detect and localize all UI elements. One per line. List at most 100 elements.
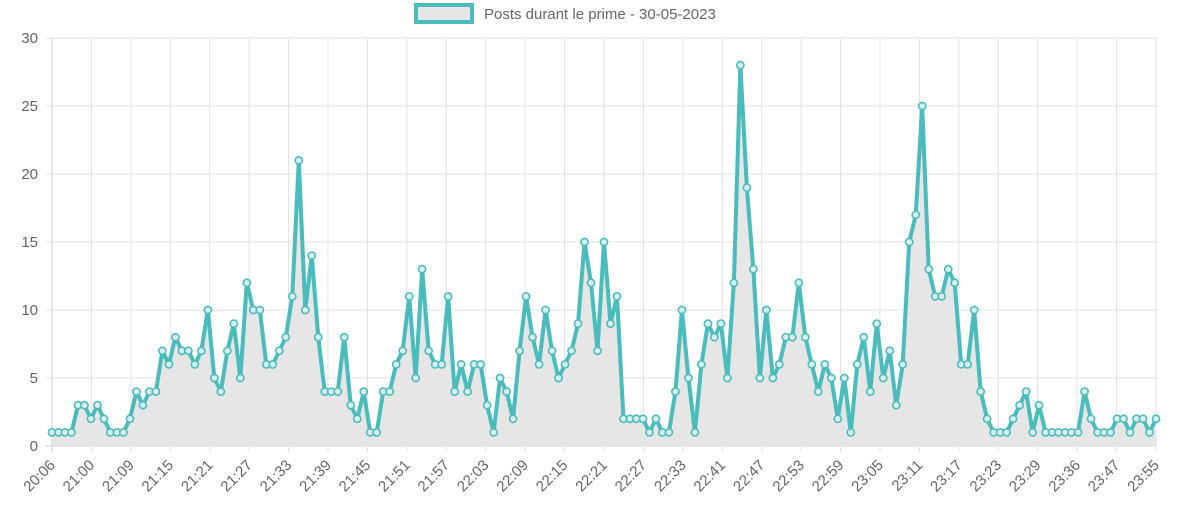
data-point[interactable] [963, 359, 973, 369]
data-point[interactable] [703, 319, 713, 328]
data-point[interactable] [898, 359, 908, 369]
data-point[interactable] [203, 305, 213, 315]
data-point[interactable] [859, 332, 869, 342]
data-point[interactable] [710, 332, 719, 342]
data-point[interactable] [878, 373, 888, 383]
data-point[interactable] [450, 387, 460, 396]
data-point[interactable] [151, 387, 161, 396]
data-point[interactable] [281, 332, 291, 342]
data-point[interactable] [969, 305, 979, 315]
data-point[interactable] [404, 291, 414, 301]
data-point[interactable] [872, 319, 882, 328]
data-point[interactable] [521, 291, 531, 301]
data-point[interactable] [722, 373, 732, 383]
data-point[interactable] [1138, 414, 1148, 424]
data-point[interactable] [456, 359, 466, 369]
data-point[interactable] [768, 373, 778, 383]
data-point[interactable] [638, 414, 648, 424]
data-point[interactable] [586, 278, 596, 288]
data-point[interactable] [190, 359, 200, 369]
data-point[interactable] [904, 237, 914, 247]
data-point[interactable] [222, 346, 232, 356]
data-point[interactable] [612, 291, 622, 301]
data-point[interactable] [132, 387, 141, 396]
data-point[interactable] [761, 305, 771, 315]
data-point[interactable] [489, 427, 498, 437]
data-point[interactable] [593, 346, 602, 356]
data-point[interactable] [567, 346, 576, 356]
legend[interactable]: Posts durant le prime - 30-05-2023 [414, 3, 716, 24]
data-point[interactable] [1080, 387, 1089, 396]
data-point[interactable] [826, 373, 836, 383]
data-point[interactable] [437, 359, 447, 369]
data-point[interactable] [339, 332, 349, 342]
data-point[interactable] [950, 278, 960, 288]
data-point[interactable] [80, 400, 89, 410]
data-point[interactable] [917, 101, 927, 111]
data-point[interactable] [268, 359, 278, 369]
data-point[interactable] [580, 237, 589, 247]
data-point[interactable] [976, 387, 986, 396]
data-point[interactable] [554, 373, 563, 383]
data-point[interactable] [937, 291, 947, 301]
data-point[interactable] [671, 387, 680, 396]
data-point[interactable] [943, 264, 953, 274]
data-point[interactable] [443, 291, 453, 301]
data-point[interactable] [1145, 427, 1154, 437]
data-point[interactable] [119, 427, 128, 437]
data-point[interactable] [242, 278, 252, 288]
data-point[interactable] [1086, 414, 1096, 424]
data-point[interactable] [677, 305, 687, 315]
data-point[interactable] [547, 346, 557, 356]
data-point[interactable] [735, 60, 745, 70]
data-point[interactable] [164, 359, 174, 369]
data-point[interactable] [534, 359, 544, 369]
data-point[interactable] [813, 387, 823, 396]
data-point[interactable] [372, 427, 382, 437]
data-point[interactable] [1119, 414, 1128, 424]
data-point[interactable] [157, 346, 167, 356]
data-point[interactable] [307, 251, 317, 260]
data-point[interactable] [645, 427, 654, 437]
legend-label[interactable]: Posts durant le prime - 30-05-2023 [484, 6, 716, 23]
data-point[interactable] [885, 346, 895, 356]
data-point[interactable] [664, 427, 674, 437]
data-point[interactable] [255, 305, 265, 315]
data-point[interactable] [982, 414, 992, 424]
data-point[interactable] [313, 332, 323, 342]
data-point[interactable] [794, 278, 804, 288]
data-point[interactable] [1015, 400, 1025, 410]
data-point[interactable] [385, 387, 395, 396]
data-point[interactable] [599, 237, 609, 247]
data-point[interactable] [300, 305, 310, 315]
data-point[interactable] [891, 400, 901, 410]
data-point[interactable] [424, 346, 434, 356]
data-point[interactable] [229, 319, 239, 328]
data-point[interactable] [398, 346, 408, 356]
data-point[interactable] [690, 427, 700, 437]
data-point[interactable] [560, 359, 570, 369]
data-point[interactable] [346, 400, 356, 410]
data-point[interactable] [787, 332, 797, 342]
data-point[interactable] [697, 359, 706, 369]
data-point[interactable] [820, 359, 830, 369]
data-point[interactable] [359, 387, 369, 396]
data-point[interactable] [216, 387, 226, 396]
data-point[interactable] [1151, 414, 1161, 424]
data-point[interactable] [93, 400, 102, 410]
data-point[interactable] [742, 183, 752, 192]
data-point[interactable] [294, 155, 304, 165]
legend-swatch[interactable] [414, 3, 474, 24]
data-point[interactable] [1106, 427, 1115, 437]
data-point[interactable] [1125, 427, 1135, 437]
data-point[interactable] [528, 332, 537, 342]
data-point[interactable] [541, 305, 550, 315]
data-point[interactable] [333, 387, 343, 396]
data-point[interactable] [274, 346, 284, 356]
data-point[interactable] [716, 319, 726, 328]
data-point[interactable] [391, 359, 401, 369]
data-point[interactable] [1008, 414, 1018, 424]
data-point[interactable] [183, 346, 193, 356]
data-point[interactable] [482, 400, 492, 410]
data-point[interactable] [463, 387, 473, 396]
